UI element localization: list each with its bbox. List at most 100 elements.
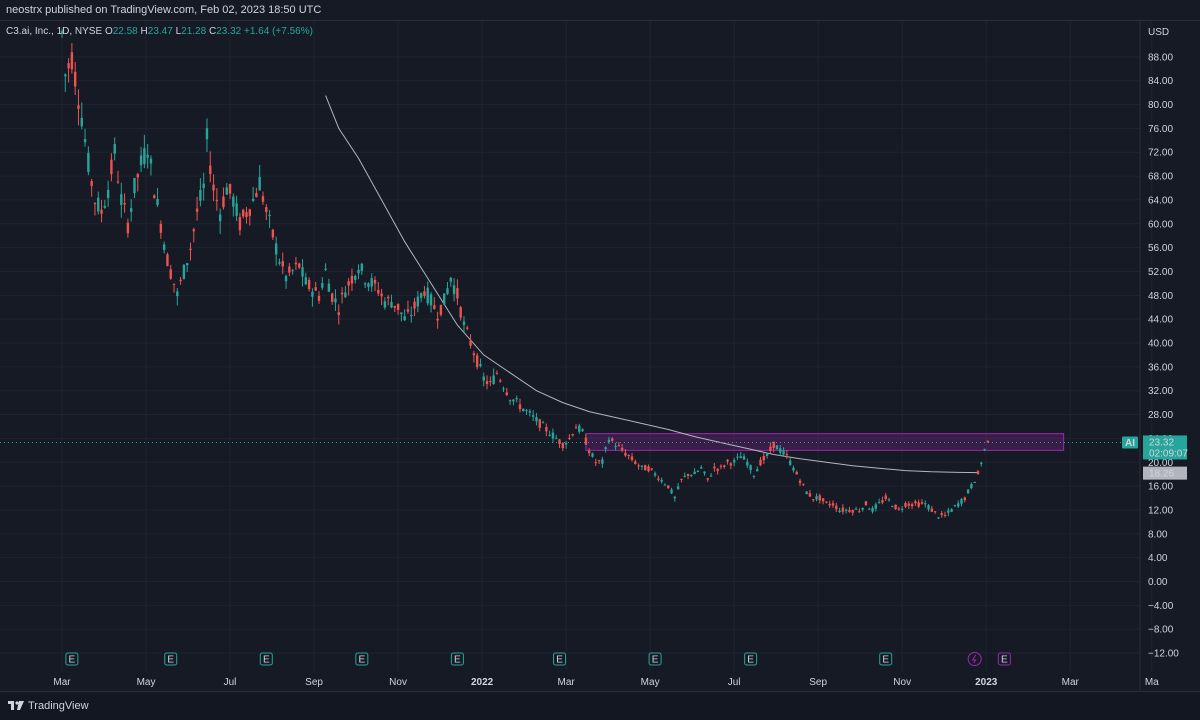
candle-body bbox=[670, 489, 673, 494]
earnings-icon-letter: E bbox=[747, 655, 754, 666]
candle-body bbox=[400, 312, 403, 315]
candle-body bbox=[294, 262, 298, 265]
candle-body bbox=[907, 503, 910, 506]
candle-body bbox=[179, 279, 182, 282]
candle-body bbox=[759, 459, 762, 466]
symbol-tag bbox=[1122, 436, 1138, 449]
candle-body bbox=[980, 462, 983, 464]
candle-body bbox=[587, 450, 591, 454]
earnings-icon bbox=[259, 652, 273, 666]
candle-body bbox=[624, 452, 627, 456]
candle-body bbox=[443, 293, 446, 305]
price-chart[interactable]: E E E E E E E E E E −12.00 −8.00 −4.00 0.00 4.00 8.00 1… bbox=[0, 21, 1200, 691]
candle-body bbox=[838, 510, 841, 513]
candle-body bbox=[143, 148, 146, 165]
x-tick-label: Nov bbox=[893, 677, 911, 688]
candle-body bbox=[736, 456, 739, 458]
candle-body bbox=[60, 31, 64, 34]
candle-body bbox=[950, 509, 953, 512]
candle-body bbox=[495, 373, 499, 375]
candle-body bbox=[607, 439, 611, 443]
y-tick-label: 32.00 bbox=[1148, 386, 1173, 397]
candle-body bbox=[202, 183, 205, 189]
y-tick-label: 44.00 bbox=[1148, 315, 1173, 326]
candle-body bbox=[97, 197, 100, 212]
candle-body bbox=[864, 501, 868, 506]
candle-body bbox=[172, 283, 176, 285]
candle-body bbox=[90, 180, 93, 186]
candle-body bbox=[897, 508, 901, 510]
countdown-text: 02:09:07 bbox=[1149, 448, 1188, 459]
candle-body bbox=[209, 165, 212, 175]
x-tick-label: Mar bbox=[53, 677, 71, 688]
y-tick-label: 48.00 bbox=[1148, 291, 1173, 302]
candle-body bbox=[373, 279, 377, 284]
candle-body bbox=[729, 463, 733, 466]
high-value: 23.47 bbox=[147, 26, 173, 37]
candle-body bbox=[884, 495, 887, 500]
candle-body bbox=[456, 288, 459, 299]
candle-body bbox=[192, 229, 195, 232]
x-tick-label: Mar bbox=[1062, 677, 1080, 688]
candle-body bbox=[739, 456, 742, 459]
y-tick-label: 16.00 bbox=[1148, 482, 1173, 493]
price-axis[interactable]: −12.00 −8.00 −4.00 0.00 4.00 8.00 12.00 16.00 20… bbox=[1139, 21, 1179, 691]
candle-body bbox=[594, 462, 597, 464]
time-axis[interactable]: Mar May Jul Sep Nov 2022 Mar May Jul Sep Nov 2023 Ma… bbox=[53, 677, 1159, 688]
open-label: O bbox=[104, 26, 113, 37]
candle-body bbox=[531, 415, 535, 417]
candle-body bbox=[218, 214, 222, 222]
candle-body bbox=[851, 510, 854, 513]
moving-average bbox=[325, 95, 979, 474]
candle-body bbox=[683, 475, 686, 477]
candle-body bbox=[564, 442, 568, 445]
tradingview-brand[interactable]: TradingView bbox=[8, 700, 89, 712]
candle-body bbox=[423, 291, 426, 297]
candle-body bbox=[449, 277, 452, 282]
candle-body bbox=[311, 291, 314, 297]
candle-body bbox=[914, 501, 917, 504]
candle-body bbox=[291, 270, 294, 272]
y-tick-label: 36.00 bbox=[1148, 362, 1173, 373]
candle-body bbox=[854, 508, 858, 510]
candle-body bbox=[149, 158, 153, 164]
candle-body bbox=[769, 446, 772, 451]
ma-tag bbox=[1143, 466, 1187, 480]
x-tick-label: May bbox=[137, 677, 156, 688]
earnings-icon-letter: E bbox=[263, 655, 270, 666]
candle-body bbox=[278, 262, 281, 264]
candle-body bbox=[199, 189, 202, 201]
candle-body bbox=[673, 496, 677, 499]
candle-body bbox=[136, 174, 139, 178]
candle-body bbox=[568, 437, 571, 439]
earnings-icon bbox=[553, 652, 567, 666]
y-tick-label: 64.00 bbox=[1148, 195, 1173, 206]
candle-body bbox=[433, 305, 436, 309]
candle-body bbox=[601, 459, 604, 464]
candle-body bbox=[966, 489, 970, 494]
upcoming-earnings-icon bbox=[997, 652, 1011, 666]
candle-body bbox=[436, 318, 439, 321]
candle-body bbox=[288, 266, 291, 273]
candle-body bbox=[475, 355, 479, 368]
candle-body bbox=[255, 193, 258, 198]
candle-body bbox=[630, 456, 634, 460]
candle-body bbox=[983, 449, 986, 451]
candle-body bbox=[933, 511, 937, 513]
candle-body bbox=[891, 506, 894, 508]
candle-body bbox=[953, 505, 957, 507]
candle-body bbox=[703, 471, 706, 474]
candle-body bbox=[126, 222, 130, 234]
candle-body bbox=[561, 443, 565, 449]
candle-body bbox=[660, 479, 663, 482]
candle-body bbox=[528, 411, 532, 413]
y-tick-label: 0.00 bbox=[1148, 577, 1168, 588]
footer: TradingView bbox=[0, 693, 1200, 720]
earnings-icon-letter: E bbox=[167, 655, 174, 666]
earnings-icon bbox=[65, 652, 79, 666]
candle-body bbox=[772, 441, 775, 448]
candle-body bbox=[828, 503, 831, 506]
candle-body bbox=[489, 381, 492, 383]
candle-body bbox=[314, 287, 317, 291]
